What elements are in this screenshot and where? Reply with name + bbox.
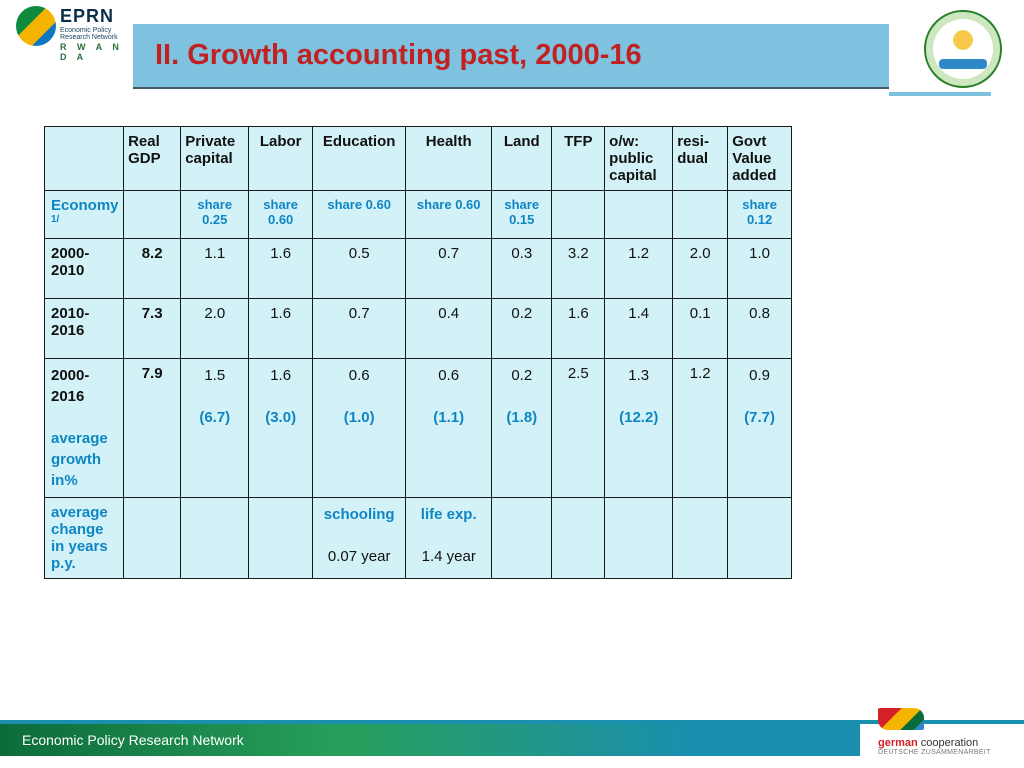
cell: 8.2 (124, 239, 181, 299)
cell (728, 498, 792, 579)
cell (552, 191, 605, 239)
cell: 0.7 (313, 299, 406, 359)
cell: share 0.60 (313, 191, 406, 239)
cell (181, 498, 249, 579)
row-economy-shares: Economy 1/ share 0.25 share 0.60 share 0… (45, 191, 792, 239)
cell-period: 2000-2010 (45, 239, 124, 299)
gc-flag-icon (878, 708, 924, 730)
cell-period: 2010-2016 (45, 299, 124, 359)
cell (673, 498, 728, 579)
th-health: Health (406, 127, 492, 191)
cell: 1.1 (181, 239, 249, 299)
cell: 7.3 (124, 299, 181, 359)
eprn-sub1: Economic Policy (60, 27, 126, 34)
cell: 0.2 (492, 299, 552, 359)
cell (605, 191, 673, 239)
cell: 0.2(1.8) (492, 359, 552, 498)
cell: 2.0 (673, 239, 728, 299)
rwanda-seal-icon (924, 10, 1002, 88)
title-bar: II. Growth accounting past, 2000-16 (133, 24, 889, 87)
th-govt-va: Govt Value added (728, 127, 792, 191)
row-2000-2010: 2000-2010 8.2 1.1 1.6 0.5 0.7 0.3 3.2 1.… (45, 239, 792, 299)
eprn-sub2: Research Network (60, 34, 126, 41)
cell: 1.4 (605, 299, 673, 359)
cell: 0.5 (313, 239, 406, 299)
th-tfp: TFP (552, 127, 605, 191)
row-change-years: average change in years p.y. schooling0.… (45, 498, 792, 579)
cell: 1.2 (605, 239, 673, 299)
th-land: Land (492, 127, 552, 191)
cell (673, 191, 728, 239)
cell: 0.9(7.7) (728, 359, 792, 498)
cell: 1.2 (673, 359, 728, 498)
cell: 3.2 (552, 239, 605, 299)
cell (124, 498, 181, 579)
cell: share 0.15 (492, 191, 552, 239)
table-header-row: Real GDP Private capital Labor Education… (45, 127, 792, 191)
row-2010-2016: 2010-2016 7.3 2.0 1.6 0.7 0.4 0.2 1.6 1.… (45, 299, 792, 359)
cell-life-exp: life exp.1.4 year (406, 498, 492, 579)
th-public-capital: o/w: public capital (605, 127, 673, 191)
cell: 1.3(12.2) (605, 359, 673, 498)
cell: 1.5(6.7) (181, 359, 249, 498)
cell: 0.3 (492, 239, 552, 299)
cell (605, 498, 673, 579)
eprn-logo: EPRN Economic Policy Research Network R … (16, 6, 126, 62)
th-blank (45, 127, 124, 191)
cell (552, 498, 605, 579)
german-cooperation-logo: german cooperation DEUTSCHE ZUSAMMENARBE… (878, 708, 1008, 756)
cell (249, 498, 313, 579)
cell: 2.5 (552, 359, 605, 498)
gc-line2: DEUTSCHE ZUSAMMENARBEIT (878, 749, 1008, 756)
cell: 0.6(1.1) (406, 359, 492, 498)
cell: 0.4 (406, 299, 492, 359)
row-2000-2016: 2000-2016 average growth in% 7.9 1.5(6.7… (45, 359, 792, 498)
cell: share 0.60 (249, 191, 313, 239)
cell: 1.6(3.0) (249, 359, 313, 498)
th-residual: resi-dual (673, 127, 728, 191)
cell: share 0.12 (728, 191, 792, 239)
eprn-swirl-icon (16, 6, 56, 46)
cell: 0.1 (673, 299, 728, 359)
slide-title: II. Growth accounting past, 2000-16 (155, 39, 642, 72)
eprn-text: EPRN (60, 6, 126, 27)
cell: share 0.25 (181, 191, 249, 239)
th-labor: Labor (249, 127, 313, 191)
cell (124, 191, 181, 239)
gc-line1: german cooperation (878, 737, 1008, 749)
growth-accounting-table: Real GDP Private capital Labor Education… (44, 126, 792, 579)
cell: 0.6(1.0) (313, 359, 406, 498)
cell-economy-label: Economy 1/ (45, 191, 124, 239)
title-underline (133, 87, 889, 89)
cell: 7.9 (124, 359, 181, 498)
th-real-gdp: Real GDP (124, 127, 181, 191)
eprn-rwanda: R W A N D A (60, 42, 126, 62)
cell: 1.0 (728, 239, 792, 299)
cell-change-label: average change in years p.y. (45, 498, 124, 579)
title-extension (889, 92, 991, 96)
footer-text: Economic Policy Research Network (22, 732, 244, 748)
cell: 1.6 (249, 299, 313, 359)
th-private-capital: Private capital (181, 127, 249, 191)
footer-bar: Economic Policy Research Network (0, 724, 860, 756)
cell: share 0.60 (406, 191, 492, 239)
cell: 2.0 (181, 299, 249, 359)
cell: 0.7 (406, 239, 492, 299)
cell-period: 2000-2016 average growth in% (45, 359, 124, 498)
cell: 0.8 (728, 299, 792, 359)
cell: 1.6 (552, 299, 605, 359)
th-education: Education (313, 127, 406, 191)
cell (492, 498, 552, 579)
cell-schooling: schooling0.07 year (313, 498, 406, 579)
cell: 1.6 (249, 239, 313, 299)
